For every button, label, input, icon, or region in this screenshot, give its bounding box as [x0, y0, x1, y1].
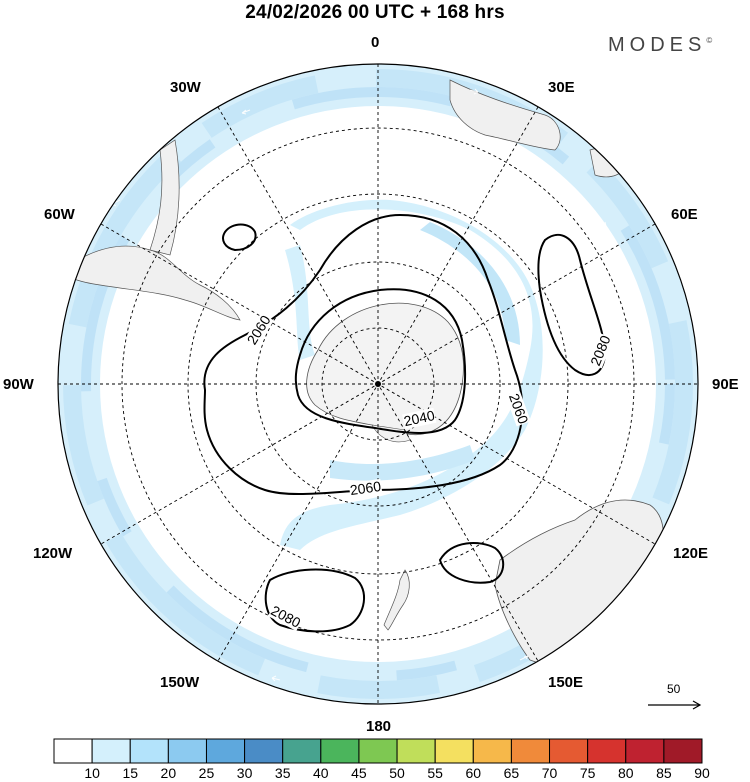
colorbar-swatch: [434, 738, 474, 764]
colorbar-tick-label: 10: [84, 765, 100, 781]
colorbar-swatch: [129, 738, 169, 764]
colorbar-tick-label: 70: [541, 765, 558, 781]
colorbar-swatch: [510, 738, 551, 764]
contour-low-sw: [222, 223, 257, 252]
colorbar-swatch: [358, 738, 398, 764]
colorbar-swatch: [587, 738, 627, 764]
contour-2060: [203, 213, 524, 496]
africa: [449, 79, 561, 151]
colorbar-swatch: [167, 738, 207, 764]
lon-label-90w: 90W: [3, 376, 34, 393]
lon-label-120e: 120E: [673, 545, 709, 562]
colorbar-tick-label: 20: [160, 765, 177, 781]
colorbar-swatch: [320, 738, 360, 764]
colorbar-tick-label: 85: [656, 765, 672, 781]
colorbar-tick-label: 55: [427, 765, 443, 781]
lon-label-60w: 60W: [44, 206, 75, 223]
lon-label-0: 0: [371, 34, 380, 51]
colorbar-tick-label: 30: [236, 765, 253, 781]
colorbar-tick-label: 35: [274, 765, 291, 781]
map-title: 24/02/2026 00 UTC + 168 hrs: [245, 2, 505, 23]
lon-label-90e: 90E: [712, 376, 739, 393]
colorbar-tick-label: 40: [313, 765, 329, 781]
lon-label-120w: 120W: [33, 545, 73, 562]
colorbar-swatch: [663, 738, 703, 764]
lon-label-60e: 60E: [671, 206, 698, 223]
south-pole-marker: [375, 381, 381, 387]
colorbar-tick-label: 80: [617, 765, 634, 781]
contour-2080-east: [537, 233, 607, 376]
colorbar-tick-label: 65: [503, 765, 520, 781]
colorbar-tick-label: 25: [198, 765, 215, 781]
colorbar-tick-label: 90: [694, 765, 710, 781]
lon-label-150e: 150E: [548, 674, 584, 691]
contour-label: 2040: [402, 407, 436, 429]
colorbar-tick-label: 45: [351, 765, 367, 781]
contour-label: 2060: [349, 478, 382, 498]
contour-2040: [294, 288, 467, 434]
lon-label-180: 180: [366, 718, 392, 735]
lon-label-30w: 30W: [170, 79, 201, 96]
new-zealand: [383, 569, 410, 631]
antarctica: [306, 302, 464, 436]
colorbar-swatch: [53, 738, 93, 764]
colorbar-tick-label: 50: [389, 765, 405, 781]
colorbar: [53, 738, 703, 764]
colorbar-swatch: [244, 738, 284, 764]
lon-label-150w: 150W: [160, 674, 200, 691]
colorbar-swatch: [472, 738, 512, 764]
colorbar-swatch: [91, 738, 131, 764]
colorbar-swatch: [396, 738, 436, 764]
map-boundary: [57, 63, 699, 705]
south-america: [61, 245, 241, 321]
colorbar-swatch: [282, 738, 322, 764]
colorbar-swatch: [625, 738, 665, 764]
inner-jet-band: [280, 199, 543, 550]
vector-legend-label: 50: [667, 682, 681, 696]
colorbar-tick-label: 60: [465, 765, 482, 781]
brand-logo: MODES©: [608, 34, 713, 56]
lon-label-30e: 30E: [548, 79, 575, 96]
colorbar-swatch: [205, 738, 246, 764]
colorbar-swatch: [549, 738, 589, 764]
colorbar-tick-label: 15: [122, 765, 139, 781]
colorbar-tick-label: 75: [579, 765, 596, 781]
contour-high-se: [438, 542, 505, 584]
vector-legend-arrow: [648, 700, 702, 710]
